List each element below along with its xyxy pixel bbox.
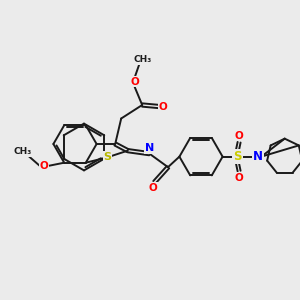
Text: O: O [235,173,244,183]
Text: O: O [39,161,48,171]
Text: O: O [235,131,244,141]
Text: O: O [159,101,168,112]
Text: N: N [145,143,154,153]
Text: O: O [130,76,139,87]
Text: N: N [253,150,263,163]
Text: S: S [233,150,242,163]
Text: S: S [103,152,111,162]
Text: O: O [148,183,158,193]
Text: CH₃: CH₃ [14,147,32,156]
Text: CH₃: CH₃ [133,55,151,64]
